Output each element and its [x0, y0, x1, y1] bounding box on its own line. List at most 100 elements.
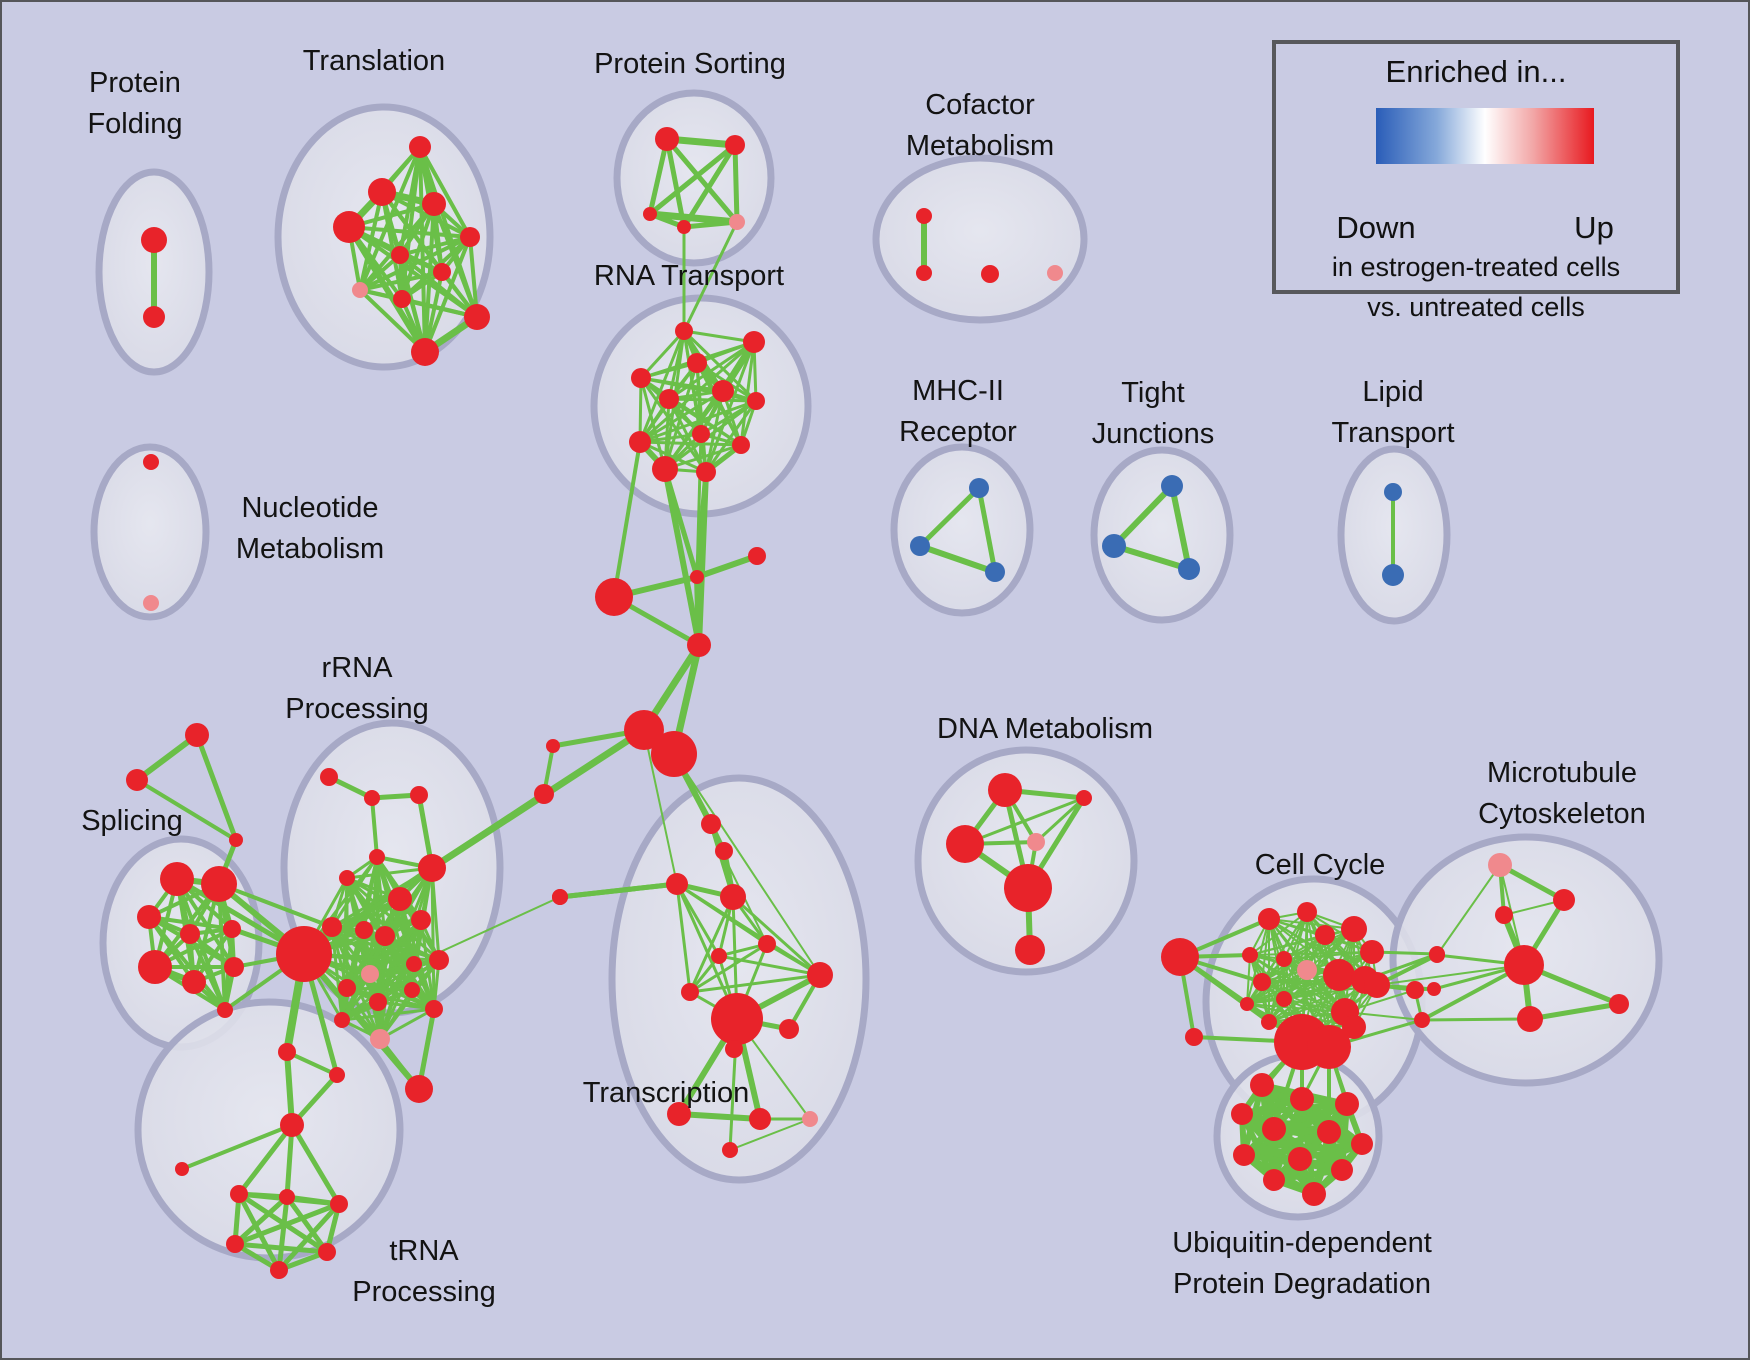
- mhc-ii-receptor-node-0[interactable]: [969, 478, 989, 498]
- translation-node-4[interactable]: [460, 227, 480, 247]
- trna-processing-node-7[interactable]: [226, 1235, 244, 1253]
- nucleotide-metabolism-node-1[interactable]: [143, 595, 159, 611]
- transcription-node-11[interactable]: [667, 1102, 691, 1126]
- transcription-node-6[interactable]: [681, 983, 699, 1001]
- rrna-processing-node-0[interactable]: [320, 768, 338, 786]
- transcription-node-8[interactable]: [711, 993, 763, 1045]
- rrna-processing-node-18[interactable]: [429, 950, 449, 970]
- cofactor-metabolism-node-2[interactable]: [981, 265, 999, 283]
- trna-processing-node-2[interactable]: [280, 1113, 304, 1137]
- rrna-processing-node-11[interactable]: [276, 926, 332, 982]
- cofactor-metabolism-node-0[interactable]: [916, 208, 932, 224]
- transcription-node-4[interactable]: [758, 935, 776, 953]
- trna-processing-node-5[interactable]: [279, 1189, 295, 1205]
- translation-node-9[interactable]: [464, 304, 490, 330]
- rrna-processing-node-7[interactable]: [411, 910, 431, 930]
- ubiquitin-degradation-node-1[interactable]: [1290, 1087, 1314, 1111]
- microtubule-cytoskeleton-node-5[interactable]: [1427, 982, 1441, 996]
- translation-node-3[interactable]: [333, 211, 365, 243]
- ubiquitin-degradation-node-6[interactable]: [1351, 1133, 1373, 1155]
- splicing-node-4[interactable]: [201, 866, 237, 902]
- microtubule-cytoskeleton-node-2[interactable]: [1495, 906, 1513, 924]
- splicing-node-8[interactable]: [138, 950, 172, 984]
- cofactor-metabolism-node-3[interactable]: [1047, 265, 1063, 281]
- cell-cycle-node-15[interactable]: [1240, 997, 1254, 1011]
- mhc-ii-receptor-node-2[interactable]: [985, 562, 1005, 582]
- protein-sorting-node-3[interactable]: [677, 220, 691, 234]
- cell-cycle-node-20[interactable]: [1307, 1025, 1351, 1069]
- cell-cycle-node-7[interactable]: [1297, 960, 1317, 980]
- rrna-processing-node-14[interactable]: [338, 979, 356, 997]
- splicing-node-10[interactable]: [224, 957, 244, 977]
- transcription-node-13[interactable]: [802, 1111, 818, 1127]
- transcription-node-9[interactable]: [779, 1019, 799, 1039]
- protein-sorting-node-4[interactable]: [729, 214, 745, 230]
- trna-processing-node-3[interactable]: [175, 1162, 189, 1176]
- microtubule-cytoskeleton-node-4[interactable]: [1429, 947, 1445, 963]
- rrna-processing-node-10[interactable]: [375, 926, 395, 946]
- cell-cycle-node-8[interactable]: [1242, 947, 1258, 963]
- protein-folding-node-1[interactable]: [143, 306, 165, 328]
- rrna-processing-node-19[interactable]: [334, 1012, 350, 1028]
- cell-cycle-node-6[interactable]: [1360, 940, 1384, 964]
- cell-cycle-node-21[interactable]: [1406, 981, 1424, 999]
- mhc-ii-receptor-node-1[interactable]: [910, 536, 930, 556]
- microtubule-cytoskeleton-node-6[interactable]: [1414, 1012, 1430, 1028]
- hub-node-4[interactable]: [624, 710, 664, 750]
- translation-node-2[interactable]: [422, 192, 446, 216]
- cell-cycle-node-3[interactable]: [1297, 902, 1317, 922]
- cell-cycle-node-2[interactable]: [1258, 908, 1280, 930]
- ubiquitin-degradation-node-9[interactable]: [1331, 1159, 1353, 1181]
- dna-metabolism-node-5[interactable]: [1015, 935, 1045, 965]
- hub-node-6[interactable]: [546, 739, 560, 753]
- cell-cycle-node-5[interactable]: [1315, 925, 1335, 945]
- ubiquitin-degradation-node-10[interactable]: [1263, 1169, 1285, 1191]
- ubiquitin-degradation-node-11[interactable]: [1302, 1182, 1326, 1206]
- translation-node-7[interactable]: [352, 282, 368, 298]
- cell-cycle-node-10[interactable]: [1253, 973, 1271, 991]
- translation-node-1[interactable]: [368, 178, 396, 206]
- rna-transport-node-1[interactable]: [743, 331, 765, 353]
- rna-transport-node-9[interactable]: [732, 436, 750, 454]
- dna-metabolism-node-1[interactable]: [1076, 790, 1092, 806]
- transcription-node-3[interactable]: [720, 884, 746, 910]
- rna-transport-node-5[interactable]: [712, 380, 734, 402]
- trna-processing-node-8[interactable]: [318, 1243, 336, 1261]
- rrna-processing-node-9[interactable]: [355, 921, 373, 939]
- trna-processing-node-1[interactable]: [329, 1067, 345, 1083]
- ubiquitin-degradation-node-4[interactable]: [1262, 1117, 1286, 1141]
- rrna-processing-node-12[interactable]: [361, 965, 379, 983]
- microtubule-cytoskeleton-node-3[interactable]: [1504, 945, 1544, 985]
- protein-sorting-node-2[interactable]: [643, 207, 657, 221]
- splicing-node-5[interactable]: [137, 905, 161, 929]
- transcription-node-1[interactable]: [715, 842, 733, 860]
- splicing-node-9[interactable]: [182, 970, 206, 994]
- trna-processing-node-0[interactable]: [278, 1043, 296, 1061]
- splicing-node-11[interactable]: [217, 1002, 233, 1018]
- tight-junctions-node-2[interactable]: [1178, 558, 1200, 580]
- splicing-node-1[interactable]: [126, 769, 148, 791]
- translation-node-8[interactable]: [393, 290, 411, 308]
- ubiquitin-degradation-node-8[interactable]: [1288, 1147, 1312, 1171]
- transcription-node-10[interactable]: [725, 1040, 743, 1058]
- rna-transport-node-10[interactable]: [652, 456, 678, 482]
- hub-node-0[interactable]: [690, 570, 704, 584]
- ubiquitin-degradation-node-3[interactable]: [1231, 1103, 1253, 1125]
- microtubule-cytoskeleton-node-0[interactable]: [1488, 853, 1512, 877]
- tight-junctions-node-0[interactable]: [1161, 475, 1183, 497]
- hub-node-2[interactable]: [595, 578, 633, 616]
- rrna-processing-node-1[interactable]: [364, 790, 380, 806]
- translation-node-5[interactable]: [391, 246, 409, 264]
- transcription-node-7[interactable]: [807, 962, 833, 988]
- rna-transport-node-4[interactable]: [659, 389, 679, 409]
- translation-node-0[interactable]: [409, 136, 431, 158]
- rrna-processing-node-8[interactable]: [322, 917, 342, 937]
- cell-cycle-node-12[interactable]: [1323, 959, 1355, 991]
- dna-metabolism-node-3[interactable]: [1027, 833, 1045, 851]
- ubiquitin-degradation-node-7[interactable]: [1233, 1144, 1255, 1166]
- hub-node-8[interactable]: [552, 889, 568, 905]
- transcription-node-14[interactable]: [722, 1142, 738, 1158]
- lipid-transport-node-1[interactable]: [1382, 564, 1404, 586]
- rrna-processing-node-21[interactable]: [405, 1075, 433, 1103]
- trna-processing-node-4[interactable]: [230, 1185, 248, 1203]
